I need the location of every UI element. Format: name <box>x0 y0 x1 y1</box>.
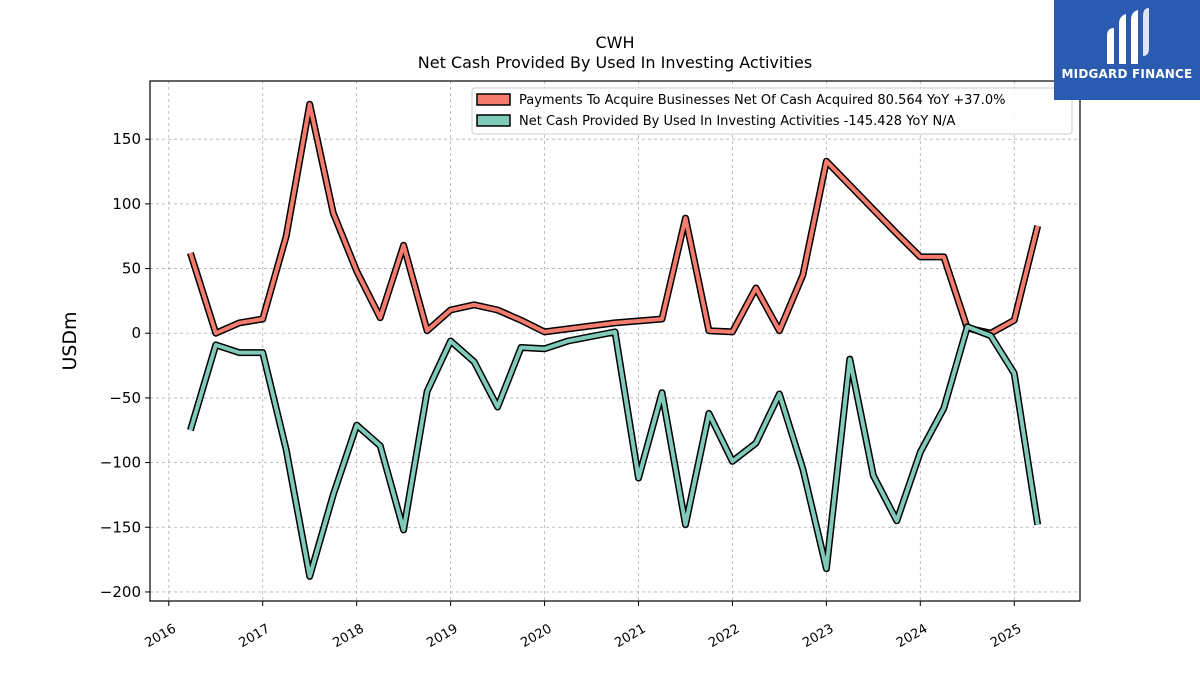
y-tick-label: 100 <box>112 195 141 213</box>
x-tick-label: 2022 <box>706 621 742 651</box>
logo-mark-icon <box>1107 8 1149 64</box>
legend: Payments To Acquire Businesses Net Of Ca… <box>471 87 1073 135</box>
y-axis: 150 100 50 0 −50 −100 −150 −200 <box>100 130 150 601</box>
y-axis-label: USDm <box>59 311 81 370</box>
y-tick-label: −150 <box>100 518 141 536</box>
y-tick-label: −100 <box>100 454 141 472</box>
y-tick-label: 50 <box>122 260 141 278</box>
series-layer <box>187 100 1042 580</box>
x-tick-label: 2019 <box>424 621 460 651</box>
series-outline-net-cash-investing <box>187 323 1042 580</box>
x-tick-label: 2018 <box>331 621 367 651</box>
legend-label-payments: Payments To Acquire Businesses Net Of Ca… <box>519 93 1005 108</box>
y-tick-label: 150 <box>112 130 141 148</box>
x-tick-label: 2025 <box>988 621 1024 651</box>
y-tick-label: −50 <box>109 389 141 407</box>
logo-text: MIDGARD FINANCE <box>1061 67 1193 81</box>
plot-frame <box>149 80 1081 602</box>
chart-title: CWH <box>595 33 634 52</box>
x-tick-label: 2017 <box>237 621 273 651</box>
x-tick-label: 2023 <box>800 621 836 651</box>
chart-subtitle: Net Cash Provided By Used In Investing A… <box>418 53 812 72</box>
legend-label-investing: Net Cash Provided By Used In Investing A… <box>519 114 956 129</box>
series-line-payments-to-acquire-businesses <box>188 102 1040 336</box>
y-tick-label: −200 <box>100 583 141 601</box>
legend-swatch-payments <box>476 93 511 106</box>
x-axis: 2016 2017 2018 2019 2020 2021 2022 2023 2024 2025 <box>143 601 1024 651</box>
x-tick-label: 2016 <box>143 621 179 651</box>
x-tick-label: 2021 <box>612 621 648 651</box>
legend-swatch-investing <box>476 114 511 127</box>
x-tick-label: 2020 <box>518 621 554 651</box>
midgard-finance-logo: MIDGARD FINANCE <box>1054 0 1200 100</box>
y-tick-label: 0 <box>131 324 141 342</box>
series-line-net-cash-investing <box>188 324 1040 579</box>
legend-box <box>471 87 1073 135</box>
x-tick-label: 2024 <box>894 621 930 651</box>
